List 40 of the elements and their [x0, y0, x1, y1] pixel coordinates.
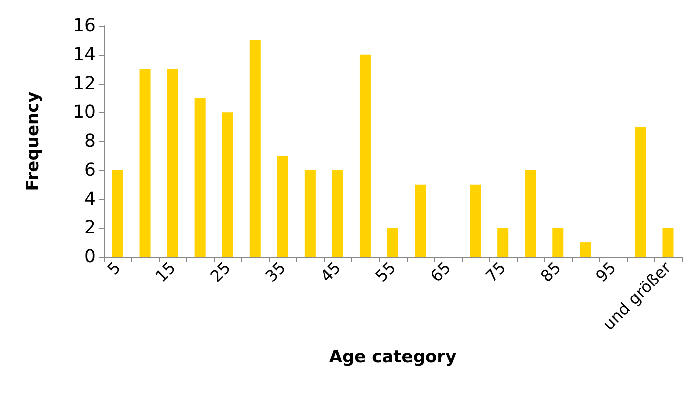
bar: [140, 69, 151, 257]
bar: [525, 170, 536, 257]
bar: [552, 228, 564, 257]
x-tick-label: 25: [206, 258, 235, 286]
bar: [194, 98, 206, 257]
x-tick-label: 95: [592, 258, 620, 286]
bar: [580, 242, 592, 257]
y-axis-title: Frequency: [24, 92, 44, 192]
y-tick-label: 16: [73, 16, 96, 36]
bar: [360, 54, 371, 257]
y-tick-label: 0: [84, 246, 96, 268]
y-tick-label: 10: [73, 102, 96, 124]
x-tick-label: 5: [104, 258, 124, 279]
y-tick-label: 6: [84, 160, 96, 181]
bar: [635, 127, 646, 257]
x-tick-label: 65: [426, 258, 455, 286]
y-tick-label: 14: [73, 44, 96, 66]
x-tick-label: 15: [152, 258, 180, 286]
bar: [112, 170, 124, 257]
bar: [498, 228, 509, 257]
bar: [304, 170, 316, 257]
x-tick-label: 45: [316, 258, 345, 286]
x-tick-label: 85: [537, 258, 565, 286]
bar: [470, 184, 482, 257]
bar: [332, 170, 344, 257]
bar: [250, 40, 261, 257]
y-tick-label: 8: [84, 131, 96, 152]
x-tick-label: 35: [262, 258, 290, 286]
bar: [167, 69, 178, 257]
x-axis-title: Age category: [329, 348, 457, 368]
bar: [387, 228, 399, 257]
y-tick-label: 4: [84, 188, 96, 210]
bar: [277, 156, 288, 257]
x-tick-label: 55: [372, 258, 400, 286]
y-tick-label: 2: [84, 218, 96, 239]
bar: [662, 228, 674, 257]
bar: [222, 112, 234, 257]
bar: [415, 184, 426, 257]
x-tick-label: 75: [482, 258, 510, 286]
y-tick-label: 12: [73, 73, 96, 94]
